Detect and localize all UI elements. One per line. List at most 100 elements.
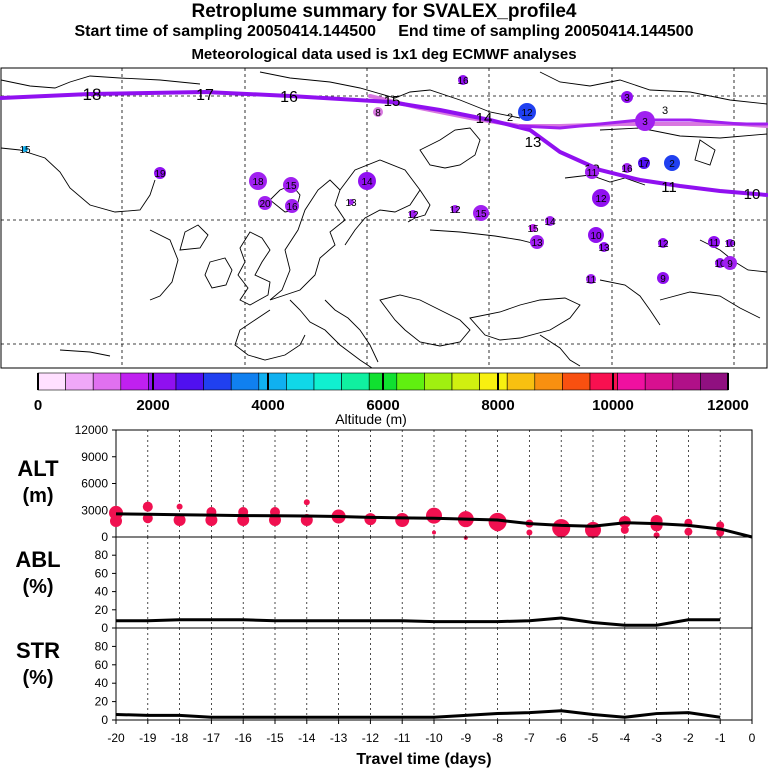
y-axis-unit: (%) xyxy=(22,576,53,598)
cluster-marker xyxy=(586,274,596,284)
y-tick-label: 40 xyxy=(95,585,109,599)
x-tick-label: 0 xyxy=(749,731,756,745)
colorbar-tick-label: 8000 xyxy=(481,397,514,414)
meteorological-data-line: Meteorological data used is 1x1 deg ECMW… xyxy=(191,46,577,63)
cluster-label: 16 xyxy=(621,164,633,175)
cluster-marker xyxy=(283,177,299,193)
y-tick-label: 6000 xyxy=(81,477,108,491)
alt-panel: 0 3000 6000 9000 12000 ALT (m) xyxy=(17,423,753,544)
x-tick-label: -2 xyxy=(683,731,694,745)
cluster-marker xyxy=(592,189,610,207)
x-tick-label: -4 xyxy=(619,731,630,745)
coastlines xyxy=(0,71,768,369)
colorbar-cell xyxy=(506,372,536,391)
cluster-marker xyxy=(518,103,536,121)
x-tick-label: -9 xyxy=(460,731,471,745)
colorbar-cell xyxy=(672,372,701,391)
y-tick-label: 20 xyxy=(95,695,109,709)
x-tick-label: -16 xyxy=(235,731,253,745)
abl-panel: 0 20 40 60 80 ABL (%) xyxy=(15,536,753,635)
x-tick-label: -3 xyxy=(651,731,662,745)
y-tick-label: 60 xyxy=(95,566,109,580)
cluster-marker xyxy=(723,256,737,270)
altitude-cluster-point xyxy=(142,501,153,512)
x-tick-label: -15 xyxy=(266,731,284,745)
x-tick-label: -20 xyxy=(107,731,125,745)
cluster-label: 8 xyxy=(375,108,381,119)
colorbar-cell xyxy=(203,372,232,391)
map-frame xyxy=(0,67,768,369)
cluster-label: 11 xyxy=(709,238,720,249)
altitude-cluster-point xyxy=(526,529,533,536)
trajectory-day-label: 16 xyxy=(280,89,298,106)
cluster-label: 14 xyxy=(544,217,556,228)
colorbar-tick-label: 2000 xyxy=(136,397,169,414)
altitude-cluster-point xyxy=(620,525,629,534)
colorbar-cell xyxy=(341,372,370,391)
y-axis-unit: (%) xyxy=(22,667,53,689)
colorbar-cell xyxy=(313,372,342,391)
cluster-label: 16 xyxy=(286,202,298,213)
y-tick-label: 0 xyxy=(101,530,108,544)
cluster-label: 9 xyxy=(727,259,733,270)
altitude-cluster-point xyxy=(205,514,218,527)
x-tick-label: -12 xyxy=(362,731,380,745)
cluster-label: 15 xyxy=(19,145,31,156)
cluster-label: 3 xyxy=(642,117,648,128)
cluster-marker xyxy=(585,165,599,179)
cluster-marker xyxy=(715,258,725,268)
colorbar-cell xyxy=(424,372,453,391)
cluster-marker xyxy=(22,146,28,152)
cluster-marker xyxy=(348,199,354,205)
x-tick-label: -14 xyxy=(298,731,316,745)
cluster-label: 18 xyxy=(252,177,264,188)
colorbar-cell xyxy=(258,372,287,391)
x-tick-label: -11 xyxy=(394,731,411,745)
cluster-label: 20 xyxy=(259,199,271,210)
colorbar-label: Altitude (m) xyxy=(335,411,407,427)
cluster-label: 13 xyxy=(531,238,543,249)
cluster-label: 14 xyxy=(361,177,373,188)
cluster-marker xyxy=(599,242,609,252)
abl-series-line xyxy=(116,616,721,627)
trajectory-day-label: 18 xyxy=(83,85,102,104)
colorbar-tick-label: 0 xyxy=(34,397,42,414)
y-tick-label: 12000 xyxy=(75,423,109,437)
cluster-marker xyxy=(258,196,272,210)
cluster-marker xyxy=(588,227,604,243)
cluster-label: 15 xyxy=(475,209,487,220)
colorbar-cell xyxy=(175,372,204,391)
trajectory-day-label: 14 xyxy=(476,110,493,127)
cluster-label: 10 xyxy=(590,231,602,242)
x-tick-label: -10 xyxy=(425,731,443,745)
colorbar-ticks: 0 2000 4000 6000 8000 10000 12000 xyxy=(34,373,749,414)
colorbar-cell xyxy=(37,372,66,391)
cluster-marker xyxy=(657,272,669,284)
cluster-label: 12 xyxy=(657,239,669,250)
colorbar-cell xyxy=(700,372,729,391)
altitude-cluster-point xyxy=(684,527,693,536)
x-tick-label: -1 xyxy=(715,731,726,745)
alt-series-line xyxy=(115,512,753,539)
y-axis-title: ABL xyxy=(15,547,60,572)
trajectory-day-label: 2 xyxy=(507,112,513,124)
colorbar-tick-label: 6000 xyxy=(366,397,399,414)
altitude-cluster-point xyxy=(650,519,663,532)
time-series-panels: 030006000900012000ALT(m)020406080ABL(%)0… xyxy=(15,423,755,768)
cluster-marker xyxy=(622,163,632,173)
sampling-time-line: Start time of sampling 20050414.144500 E… xyxy=(74,23,694,40)
x-tick-label: -5 xyxy=(588,731,599,745)
y-axis-title: ALT xyxy=(17,456,59,481)
x-tick-label: -8 xyxy=(492,731,503,745)
y-tick-label: 20 xyxy=(95,603,109,617)
cluster-label: 11 xyxy=(586,275,597,286)
y-tick-label: 40 xyxy=(95,676,109,690)
altitude-cluster-point xyxy=(173,514,186,527)
colorbar-cell xyxy=(562,372,591,391)
y-axis-unit: (m) xyxy=(22,485,53,507)
colorbar-cell xyxy=(92,372,122,391)
colorbar-cell xyxy=(396,372,425,391)
colorbar-cell xyxy=(286,372,315,391)
